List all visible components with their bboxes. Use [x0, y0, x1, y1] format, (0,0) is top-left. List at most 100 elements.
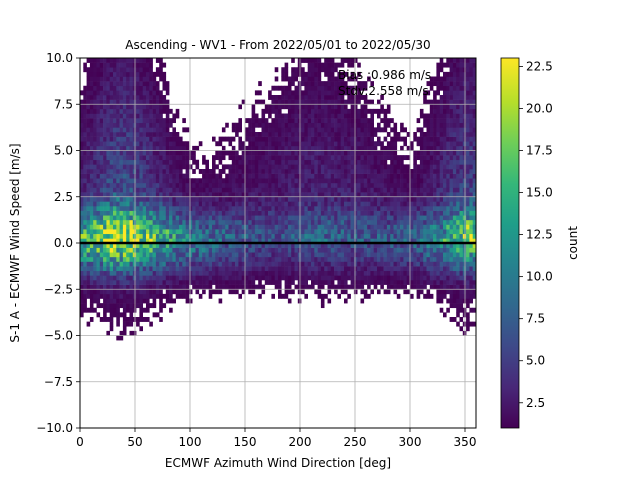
heatmap-cell: [330, 164, 335, 170]
heatmap-cell: [436, 164, 440, 170]
heatmap-cell: [287, 155, 292, 161]
heatmap-cell: [439, 104, 444, 110]
heatmap-cell: [383, 150, 388, 156]
heatmap-cell: [241, 261, 246, 267]
heatmap-cell: [89, 164, 94, 170]
heatmap-cell: [185, 270, 190, 276]
heatmap-cell: [360, 164, 365, 170]
heatmap-cell: [215, 182, 219, 188]
heatmap-cell: [126, 127, 130, 133]
heatmap-cell: [304, 76, 308, 82]
heatmap-cell: [146, 159, 150, 165]
heatmap-cell: [304, 247, 308, 253]
heatmap-cell: [195, 270, 200, 276]
heatmap-cell: [443, 81, 447, 87]
heatmap-cell: [311, 141, 315, 147]
heatmap-cell: [340, 178, 345, 184]
heatmap-cell: [320, 215, 325, 221]
heatmap-cell: [350, 270, 355, 276]
heatmap-cell: [106, 298, 110, 304]
heatmap-cell: [344, 118, 348, 124]
heatmap-cell: [307, 62, 312, 68]
heatmap-cell: [221, 187, 226, 193]
heatmap-cell: [149, 247, 153, 253]
heatmap-cell: [347, 58, 351, 63]
heatmap-cell: [357, 85, 361, 91]
heatmap-cell: [136, 136, 140, 142]
heatmap-cell: [126, 85, 130, 91]
heatmap-cell: [80, 289, 84, 295]
heatmap-cell: [192, 169, 196, 174]
heatmap-cell: [212, 136, 216, 142]
heatmap-cell: [370, 270, 374, 276]
heatmap-cell: [103, 169, 107, 174]
heatmap-cell: [314, 90, 318, 96]
heatmap-cell: [89, 201, 94, 207]
heatmap-cell: [281, 224, 285, 230]
heatmap-cell: [278, 155, 282, 161]
heatmap-cell: [80, 141, 84, 147]
heatmap-cell: [208, 275, 213, 281]
heatmap-cell: [162, 201, 167, 207]
heatmap-cell: [126, 136, 130, 142]
heatmap-cell: [113, 113, 117, 119]
heatmap-cell: [165, 252, 170, 258]
heatmap-cell: [334, 169, 338, 174]
heatmap-cell: [436, 178, 440, 184]
heatmap-cell: [231, 275, 236, 281]
heatmap-cell: [155, 113, 160, 119]
heatmap-cell: [155, 182, 160, 188]
heatmap-cell: [169, 266, 173, 272]
heatmap-cell: [155, 243, 160, 248]
heatmap-cell: [142, 215, 147, 221]
heatmap-cell: [370, 256, 374, 262]
heatmap-cell: [452, 136, 457, 142]
heatmap-cell: [93, 196, 97, 202]
heatmap-cell: [373, 280, 378, 285]
heatmap-cell: [416, 289, 421, 295]
heatmap-cell: [357, 256, 361, 262]
heatmap-cell: [152, 164, 157, 170]
heatmap-cell: [314, 247, 318, 253]
heatmap-cell: [416, 252, 421, 258]
heatmap-cell: [337, 182, 341, 188]
heatmap-cell: [103, 99, 107, 105]
heatmap-cell: [294, 141, 299, 147]
heatmap-cell: [146, 307, 150, 313]
heatmap-cell: [304, 201, 308, 207]
heatmap-cell: [208, 196, 213, 202]
heatmap-cell: [80, 104, 84, 110]
heatmap-cell: [149, 196, 153, 202]
heatmap-cell: [146, 238, 150, 244]
heatmap-cell: [172, 136, 176, 142]
heatmap-cell: [429, 182, 434, 188]
heatmap-cell: [99, 81, 104, 87]
heatmap-cell: [429, 113, 434, 119]
heatmap-cell: [188, 243, 193, 248]
heatmap-cell: [439, 85, 444, 91]
heatmap-cell: [155, 85, 160, 91]
heatmap-cell: [149, 113, 153, 119]
heatmap-cell: [96, 169, 101, 174]
heatmap-cell: [429, 252, 434, 258]
heatmap-cell: [443, 266, 447, 272]
heatmap-cell: [403, 127, 407, 133]
heatmap-cell: [301, 173, 305, 179]
heatmap-cell: [169, 122, 173, 128]
heatmap-cell: [218, 159, 223, 165]
heatmap-cell: [142, 81, 147, 87]
heatmap-cell: [188, 247, 193, 253]
heatmap-cell: [172, 206, 176, 211]
heatmap-cell: [317, 275, 322, 281]
heatmap-cell: [261, 187, 266, 193]
heatmap-cell: [304, 108, 308, 114]
heatmap-cell: [205, 238, 209, 244]
heatmap-cell: [116, 317, 120, 322]
heatmap-cell: [113, 266, 117, 272]
heatmap-cell: [410, 266, 414, 272]
heatmap-cell: [274, 169, 279, 174]
heatmap-cell: [106, 173, 110, 179]
heatmap-cell: [96, 261, 101, 267]
heatmap-cell: [109, 71, 114, 77]
heatmap-cell: [320, 182, 325, 188]
